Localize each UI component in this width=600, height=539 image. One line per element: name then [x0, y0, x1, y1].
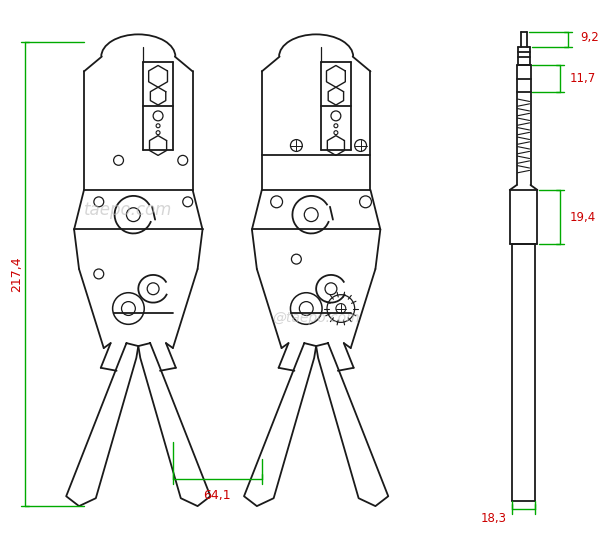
Text: @taepo.com: @taepo.com [272, 312, 360, 326]
Text: 64,1: 64,1 [203, 489, 231, 502]
Text: 217,4: 217,4 [10, 256, 23, 292]
Text: 9,2: 9,2 [580, 31, 599, 44]
Text: 11,7: 11,7 [570, 72, 596, 85]
Text: 19,4: 19,4 [570, 211, 596, 224]
Text: taepo.com: taepo.com [84, 201, 173, 219]
Text: 18,3: 18,3 [481, 513, 507, 526]
